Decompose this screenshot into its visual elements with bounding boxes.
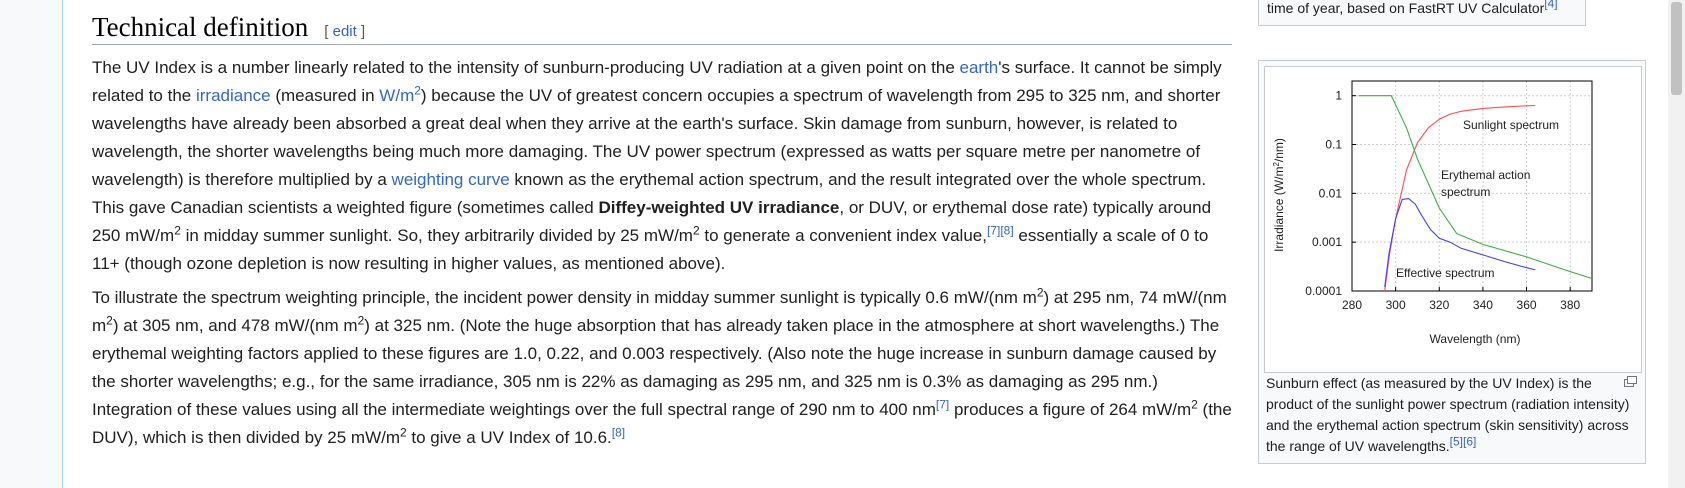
article-body: The UV Index is a number linearly relate… <box>92 54 1237 458</box>
x-axis-label: Wavelength (nm) <box>1430 332 1521 346</box>
section-heading: Technical definition [ edit ] <box>92 10 1232 45</box>
vertical-scrollbar[interactable] <box>1668 0 1685 488</box>
y-tick-label: 1 <box>1335 89 1342 103</box>
figure-thumbnail: 280 300 320 340 360 380 1 0.1 0.01 0.001 0.0001 Su… <box>1258 60 1646 464</box>
uv-spectrum-chart: 280 300 320 340 360 380 1 0.1 0.01 0.001 0.0001 Su… <box>1272 80 1593 346</box>
y-tick-label: 0.1 <box>1325 138 1342 152</box>
weighting-curve-link[interactable]: weighting curve <box>391 170 510 189</box>
reference-6-link[interactable]: [6] <box>1463 434 1477 449</box>
reference-7-link[interactable]: [7] <box>986 223 1001 238</box>
scrollbar-thumb[interactable] <box>1671 2 1682 95</box>
chart-image[interactable]: 280 300 320 340 360 380 1 0.1 0.01 0.001 0.0001 Su… <box>1264 66 1642 373</box>
bold-term: Diffey-weighted UV irradiance <box>598 198 840 217</box>
x-tick-label: 320 <box>1429 298 1449 312</box>
section-title: Technical definition <box>92 12 309 42</box>
reference-5-link[interactable]: [5] <box>1449 434 1464 449</box>
magnify-clip-icon[interactable] <box>1624 375 1637 390</box>
paragraph-1: The UV Index is a number linearly relate… <box>92 58 1222 273</box>
edit-section: [ edit ] <box>324 23 366 40</box>
x-tick-label: 280 <box>1342 298 1362 312</box>
watt-per-square-metre-link[interactable]: W/m2 <box>379 83 421 105</box>
reference-7-link[interactable]: [7] <box>935 397 950 412</box>
annotation-sunlight: Sunlight spectrum <box>1463 118 1559 132</box>
x-tick-label: 380 <box>1560 298 1580 312</box>
chart-lines <box>1358 95 1593 292</box>
annotation-erythemal-1: Erythemal action <box>1441 168 1530 182</box>
edit-link[interactable]: edit <box>332 23 357 40</box>
reference-8-link[interactable]: [8] <box>611 425 626 440</box>
irradiance-link[interactable]: irradiance <box>195 86 271 105</box>
series-line-3 <box>1384 198 1536 288</box>
y-tick-label: 0.0001 <box>1305 284 1342 298</box>
chart-ticks: 280 300 320 340 360 380 1 0.1 0.01 0.001 0.0001 <box>1305 89 1580 312</box>
x-tick-label: 300 <box>1386 298 1406 312</box>
y-tick-label: 0.01 <box>1319 186 1343 200</box>
x-tick-label: 340 <box>1473 298 1493 312</box>
series-line-2 <box>1358 95 1593 280</box>
reference-8-link[interactable]: [8] <box>1000 223 1014 238</box>
previous-figure-caption: time of year, based on FastRT UV Calcula… <box>1258 0 1586 26</box>
earth-link[interactable]: earth <box>959 58 999 77</box>
figure-caption: Sunburn effect (as measured by the UV In… <box>1266 375 1630 454</box>
reference-4-link[interactable]: [4] <box>1544 0 1558 11</box>
plot-frame <box>1351 80 1593 292</box>
annotation-erythemal-2: spectrum <box>1441 185 1490 199</box>
y-axis-label: Irradiance (W/m2/nm) <box>1272 138 1287 252</box>
y-tick-label: 0.001 <box>1312 235 1342 249</box>
x-tick-label: 360 <box>1517 298 1537 312</box>
paragraph-2: To illustrate the spectrum weighting pri… <box>92 285 1232 447</box>
annotation-effective: Effective spectrum <box>1396 266 1494 280</box>
